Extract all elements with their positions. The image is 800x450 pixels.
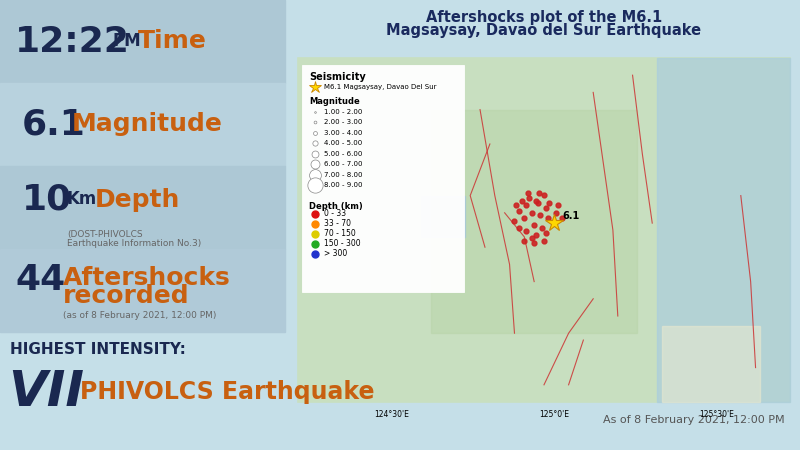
Bar (0, 166, 285, 249)
Text: (as of 8 February 2021, 12:00 PM): (as of 8 February 2021, 12:00 PM) (63, 311, 216, 320)
Bar (302, 65, 464, 292)
Text: Km: Km (67, 190, 98, 208)
Text: 150 - 300: 150 - 300 (324, 239, 361, 248)
Text: (DOST-PHIVOLCS: (DOST-PHIVOLCS (67, 230, 142, 239)
Text: As of 8 February 2021, 12:00 PM: As of 8 February 2021, 12:00 PM (603, 415, 785, 425)
Text: > 300: > 300 (324, 249, 347, 258)
Text: 125°30'E: 125°30'E (698, 410, 734, 419)
Text: Magsaysay, Davao del Sur Earthquake: Magsaysay, Davao del Sur Earthquake (386, 23, 702, 38)
Text: 6.00 - 7.00: 6.00 - 7.00 (324, 162, 362, 167)
Bar (0, 0, 285, 83)
Text: 4.00 - 5.00: 4.00 - 5.00 (324, 140, 362, 146)
Text: VII: VII (8, 368, 84, 416)
Text: Depth: Depth (95, 188, 180, 212)
Text: HIGHEST INTENSITY:: HIGHEST INTENSITY: (10, 342, 186, 357)
Text: 70 - 150: 70 - 150 (324, 230, 356, 238)
Bar (0, 83, 285, 166)
Text: Earthquake Information No.3): Earthquake Information No.3) (67, 239, 202, 248)
Text: Aftershocks: Aftershocks (63, 266, 230, 290)
Text: 8.00 - 9.00: 8.00 - 9.00 (324, 182, 362, 189)
Text: recorded: recorded (63, 284, 190, 308)
Text: PM: PM (112, 32, 141, 50)
Text: 6.1: 6.1 (22, 108, 86, 141)
Text: 6.1: 6.1 (563, 211, 580, 221)
Text: 12:22: 12:22 (15, 24, 130, 58)
Text: 33 - 70: 33 - 70 (324, 220, 351, 229)
Text: Seismicity: Seismicity (309, 72, 366, 82)
Bar (657, 58, 790, 402)
Bar (421, 196, 466, 237)
Text: 124°30'E: 124°30'E (374, 410, 409, 419)
Text: Magnitude: Magnitude (72, 112, 223, 136)
Bar (431, 110, 638, 333)
Text: Time: Time (138, 30, 207, 54)
Text: Depth (km): Depth (km) (309, 202, 362, 211)
Text: 44: 44 (15, 264, 66, 297)
Text: 5.00 - 6.00: 5.00 - 6.00 (324, 151, 362, 157)
Text: M6.1 Magsaysay, Davao Del Sur: M6.1 Magsaysay, Davao Del Sur (324, 84, 437, 90)
Bar (0, 249, 285, 332)
Text: Magnitude: Magnitude (309, 97, 360, 106)
Text: Aftershocks plot of the M6.1: Aftershocks plot of the M6.1 (426, 10, 662, 25)
Text: 125°0'E: 125°0'E (539, 410, 569, 419)
Text: PHIVOLCS Earthquake: PHIVOLCS Earthquake (80, 380, 374, 404)
Bar (662, 326, 761, 402)
Text: 7.00 - 8.00: 7.00 - 8.00 (324, 172, 362, 178)
Text: 10: 10 (22, 183, 72, 216)
Text: 2.00 - 3.00: 2.00 - 3.00 (324, 119, 362, 126)
Bar (298, 58, 790, 402)
Text: 0 - 33: 0 - 33 (324, 209, 346, 218)
Text: 3.00 - 4.00: 3.00 - 4.00 (324, 130, 362, 136)
Text: 1.00 - 2.00: 1.00 - 2.00 (324, 109, 362, 115)
